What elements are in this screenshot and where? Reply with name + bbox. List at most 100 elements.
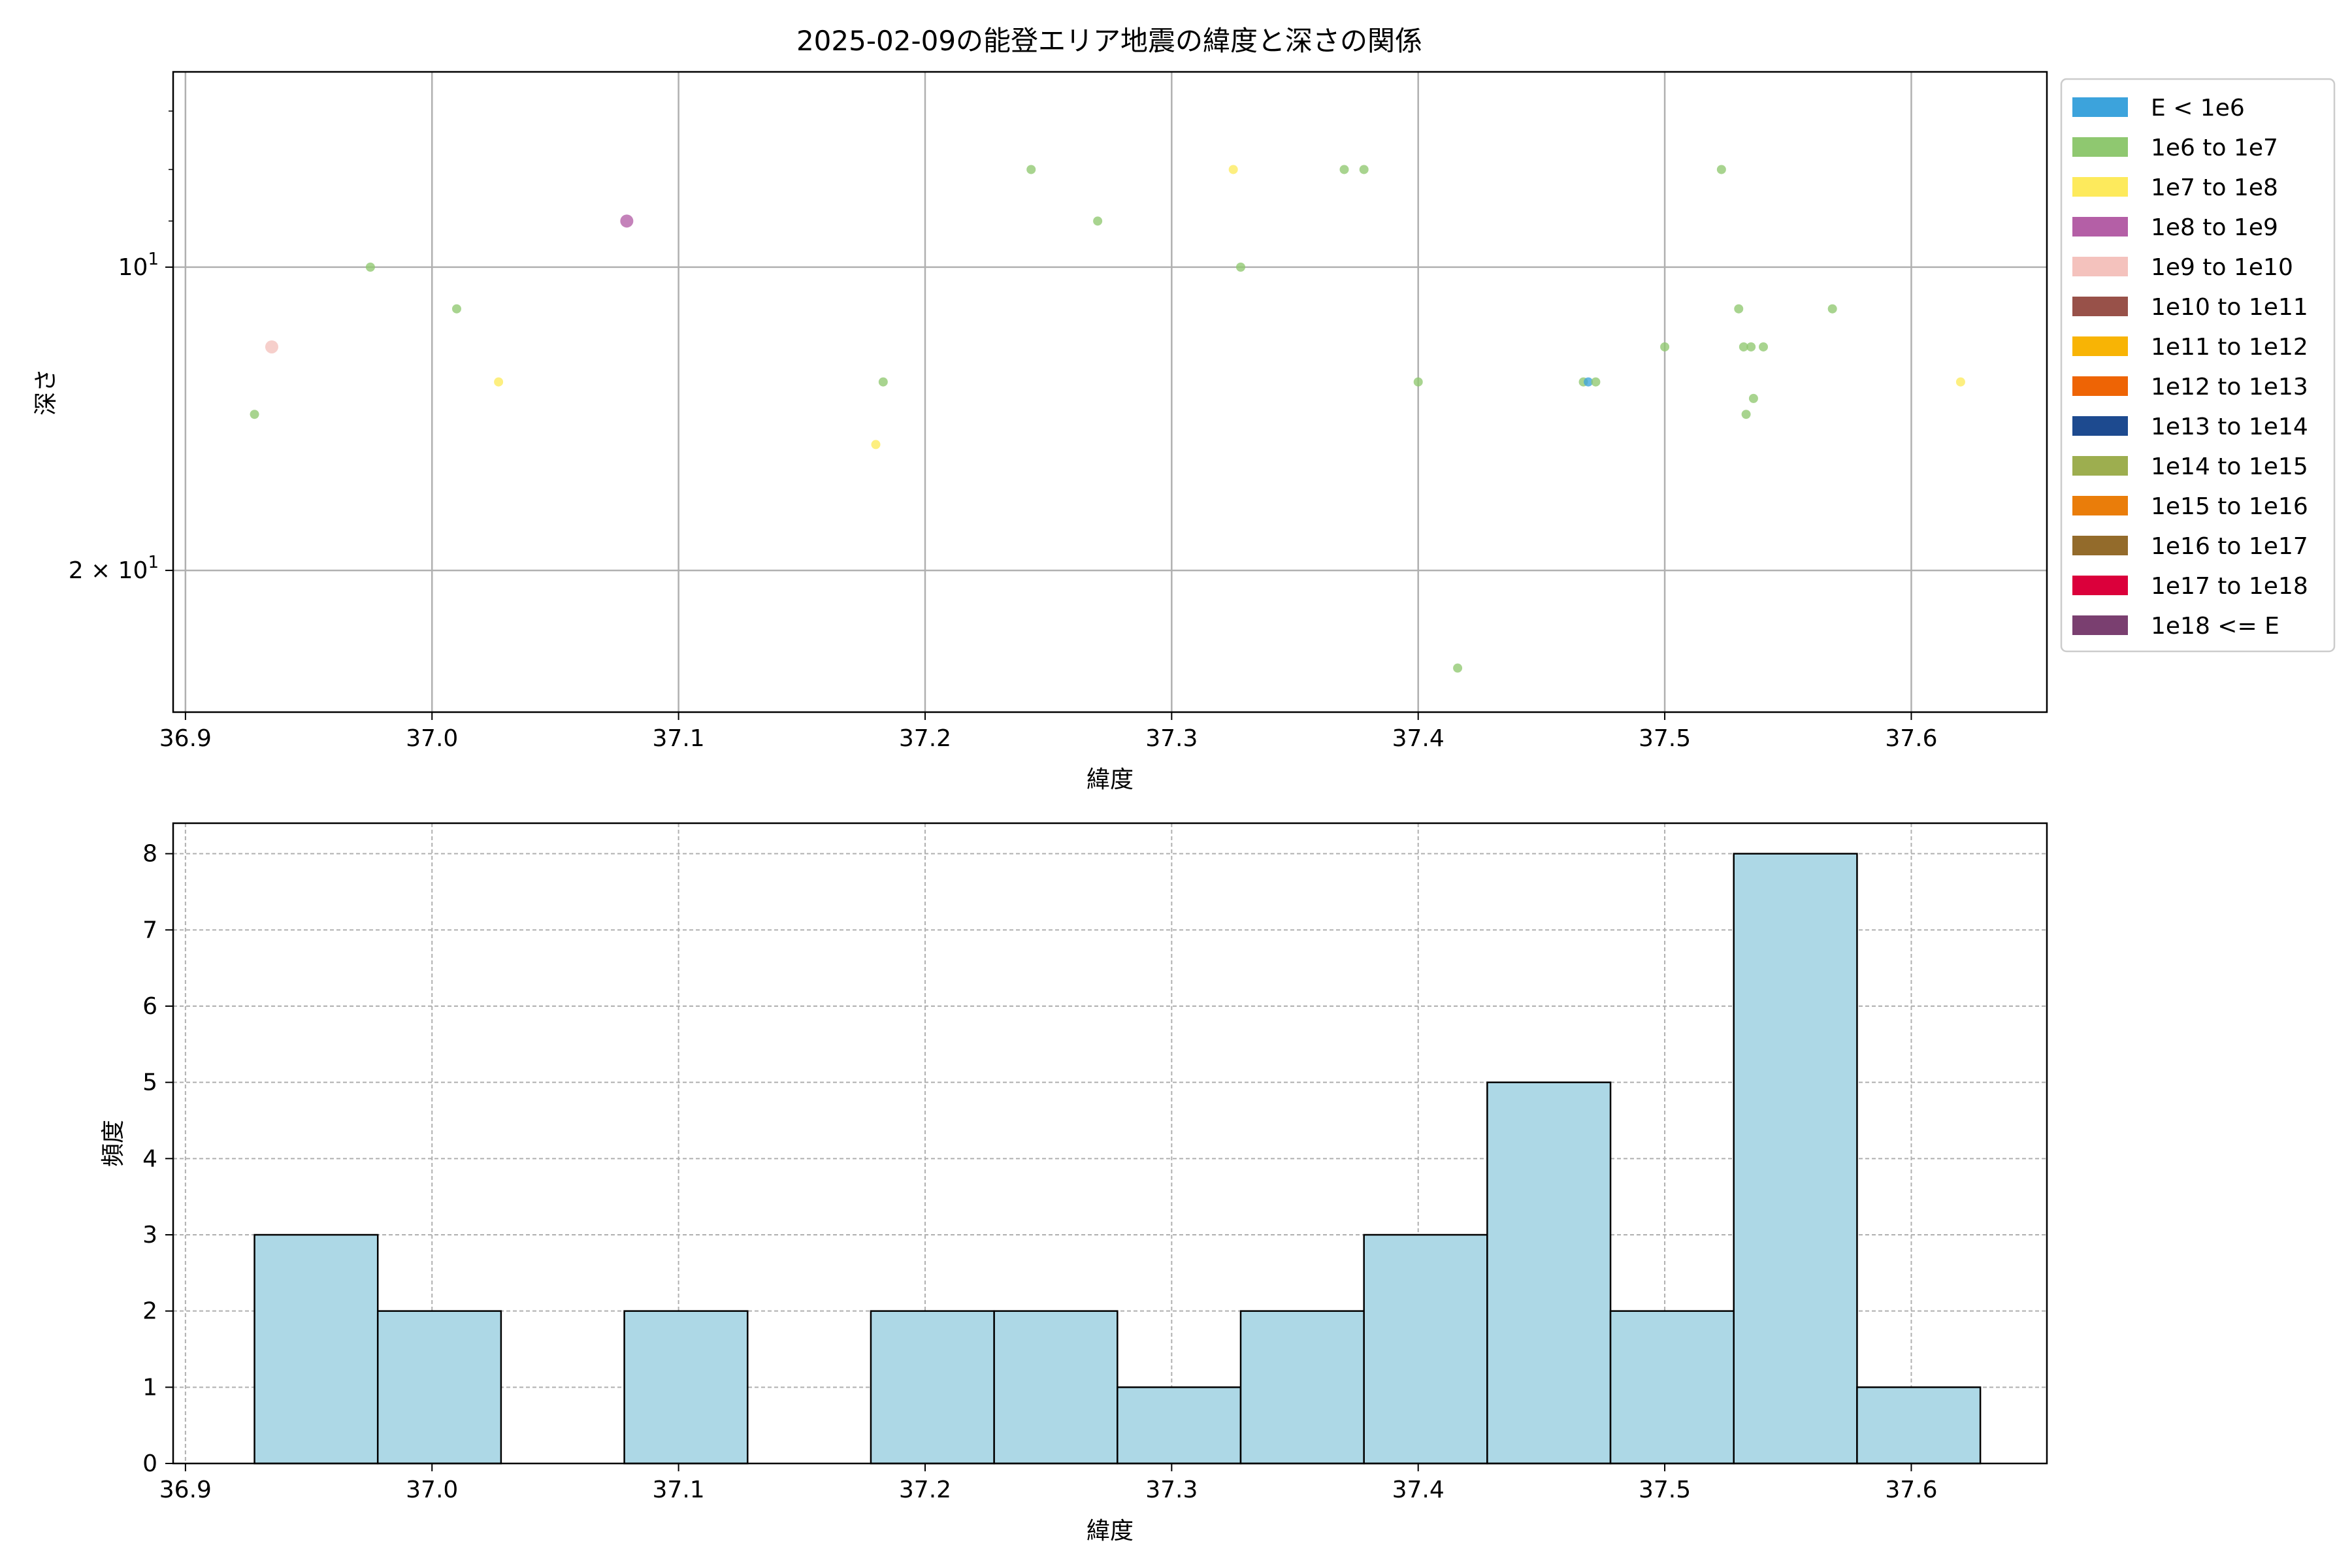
legend-label: 1e17 to 1e18 bbox=[2151, 573, 2308, 600]
scatter-x-tick-label: 37.5 bbox=[1639, 725, 1691, 752]
legend-label: 1e18 <= E bbox=[2151, 613, 2279, 640]
scatter-point bbox=[871, 440, 881, 449]
legend-label: 1e11 to 1e12 bbox=[2151, 334, 2308, 361]
histogram-bar bbox=[1856, 1386, 1982, 1465]
legend-swatch bbox=[2072, 536, 2128, 555]
histogram-bar bbox=[1117, 1386, 1242, 1465]
scatter-title: 2025-02-09の能登エリア地震の緯度と深さの関係 bbox=[796, 25, 1422, 57]
legend-label: 1e13 to 1e14 bbox=[2151, 414, 2308, 440]
histogram-bar bbox=[1239, 1310, 1365, 1465]
histogram-x-tick-label: 37.2 bbox=[899, 1477, 951, 1503]
histogram-y-tick-label: 2 bbox=[142, 1298, 157, 1325]
legend-label: 1e12 to 1e13 bbox=[2151, 374, 2308, 400]
legend-swatch bbox=[2072, 576, 2128, 595]
histogram-x-tick-label: 37.1 bbox=[653, 1477, 705, 1503]
histogram-x-tick-label: 37.4 bbox=[1392, 1477, 1445, 1503]
histogram-y-axis-label: 頻度 bbox=[100, 1120, 127, 1167]
histogram-chart: 36.9 37.0 37.1 37.2 37.3 37.4 37.5 37.6 0 1 2 3 4 5 6… bbox=[100, 822, 2048, 1544]
legend-swatch bbox=[2072, 217, 2128, 237]
histogram-y-tick-label: 3 bbox=[142, 1222, 157, 1249]
scatter-point bbox=[1827, 304, 1837, 314]
scatter-x-tick-label: 36.9 bbox=[159, 725, 212, 752]
scatter-chart: 2025-02-09の能登エリア地震の緯度と深さの関係 36.9 37.0 37.1… bbox=[33, 25, 2336, 793]
scatter-plot-area bbox=[173, 72, 2047, 712]
scatter-points bbox=[250, 165, 1965, 673]
histogram-x-tick-label: 37.6 bbox=[1885, 1477, 1937, 1503]
scatter-point bbox=[1759, 342, 1769, 351]
scatter-point bbox=[1739, 342, 1748, 351]
scatter-y-axis-label: 深さ bbox=[33, 368, 59, 416]
histogram-bar bbox=[623, 1310, 749, 1465]
scatter-x-tick-label: 37.2 bbox=[899, 725, 951, 752]
scatter-x-tick-label: 37.4 bbox=[1392, 725, 1445, 752]
histogram-bar bbox=[253, 1233, 379, 1465]
legend-swatch bbox=[2072, 257, 2128, 276]
legend-label: 1e14 to 1e15 bbox=[2151, 453, 2308, 480]
legend-label: 1e10 to 1e11 bbox=[2151, 294, 2308, 321]
scatter-y-axis: 101 2 × 101 bbox=[69, 110, 173, 584]
histogram-x-axis: 36.9 37.0 37.1 37.2 37.3 37.4 37.5 37.6 bbox=[159, 1463, 1938, 1503]
legend-swatch bbox=[2072, 137, 2128, 157]
legend-swatch bbox=[2072, 376, 2128, 396]
scatter-frame bbox=[172, 71, 2048, 713]
histogram-y-tick-label: 4 bbox=[142, 1145, 157, 1172]
legend-label: 1e16 to 1e17 bbox=[2151, 533, 2308, 560]
scatter-point bbox=[1413, 377, 1423, 387]
legend-label: 1e15 to 1e16 bbox=[2151, 493, 2308, 520]
scatter-point bbox=[1228, 165, 1238, 174]
legend: E < 1e6 1e6 to 1e7 1e7 to 1e8 1e8 to 1e9 1e9… bbox=[2060, 78, 2336, 653]
histogram-x-tick-label: 37.5 bbox=[1639, 1477, 1691, 1503]
legend-label: E < 1e6 bbox=[2151, 95, 2245, 122]
scatter-grid bbox=[173, 72, 2047, 712]
legend-frame bbox=[2060, 78, 2336, 653]
histogram-bar bbox=[1609, 1310, 1735, 1465]
scatter-point bbox=[1748, 393, 1758, 403]
legend-label: 1e6 to 1e7 bbox=[2151, 135, 2278, 161]
legend-label: 1e8 to 1e9 bbox=[2151, 214, 2278, 241]
scatter-point bbox=[1236, 262, 1246, 272]
scatter-point bbox=[1716, 165, 1726, 174]
scatter-point bbox=[1955, 377, 1965, 387]
scatter-point bbox=[265, 340, 278, 353]
legend-label: 1e7 to 1e8 bbox=[2151, 174, 2278, 201]
legend-swatch bbox=[2072, 416, 2128, 436]
histogram-frame bbox=[172, 822, 2048, 1465]
scatter-point bbox=[1660, 342, 1670, 351]
scatter-point bbox=[1026, 165, 1036, 174]
legend-swatch bbox=[2072, 97, 2128, 117]
histogram-x-tick-label: 37.3 bbox=[1145, 1477, 1198, 1503]
histogram-x-axis-label: 緯度 bbox=[1086, 1518, 1134, 1544]
histogram-y-tick-label: 7 bbox=[142, 917, 157, 943]
histogram-bar bbox=[1363, 1233, 1488, 1465]
scatter-point bbox=[451, 304, 461, 314]
histogram-bar bbox=[870, 1310, 995, 1465]
histogram-bar bbox=[376, 1310, 502, 1465]
histogram-x-tick-label: 36.9 bbox=[159, 1477, 212, 1503]
scatter-point bbox=[1741, 410, 1751, 419]
legend-swatch bbox=[2072, 456, 2128, 476]
histogram-y-tick-label: 1 bbox=[142, 1374, 157, 1401]
scatter-x-tick-label: 37.3 bbox=[1145, 725, 1198, 752]
histogram-bar bbox=[993, 1310, 1119, 1465]
legend-swatch bbox=[2072, 177, 2128, 197]
scatter-y-tick-label: 101 bbox=[118, 250, 159, 281]
legend-swatch bbox=[2072, 496, 2128, 515]
histogram-y-tick-label: 6 bbox=[142, 993, 157, 1020]
histogram-y-axis: 0 1 2 3 4 5 6 7 8 bbox=[142, 841, 173, 1477]
scatter-x-tick-label: 37.0 bbox=[406, 725, 458, 752]
scatter-point bbox=[1591, 377, 1601, 387]
histogram-bar bbox=[1733, 853, 1858, 1465]
histogram-y-tick-label: 0 bbox=[142, 1450, 157, 1477]
histogram-bars bbox=[253, 853, 1982, 1465]
legend-swatch bbox=[2072, 336, 2128, 356]
scatter-point bbox=[1584, 377, 1593, 387]
scatter-point bbox=[494, 377, 504, 387]
scatter-point bbox=[1734, 304, 1744, 314]
legend-label: 1e9 to 1e10 bbox=[2151, 254, 2293, 281]
scatter-point bbox=[365, 262, 375, 272]
histogram-x-tick-label: 37.0 bbox=[406, 1477, 458, 1503]
histogram-y-tick-label: 8 bbox=[142, 841, 157, 868]
scatter-x-axis: 36.9 37.0 37.1 37.2 37.3 37.4 37.5 37.6 bbox=[159, 712, 1938, 752]
scatter-point bbox=[620, 214, 634, 228]
